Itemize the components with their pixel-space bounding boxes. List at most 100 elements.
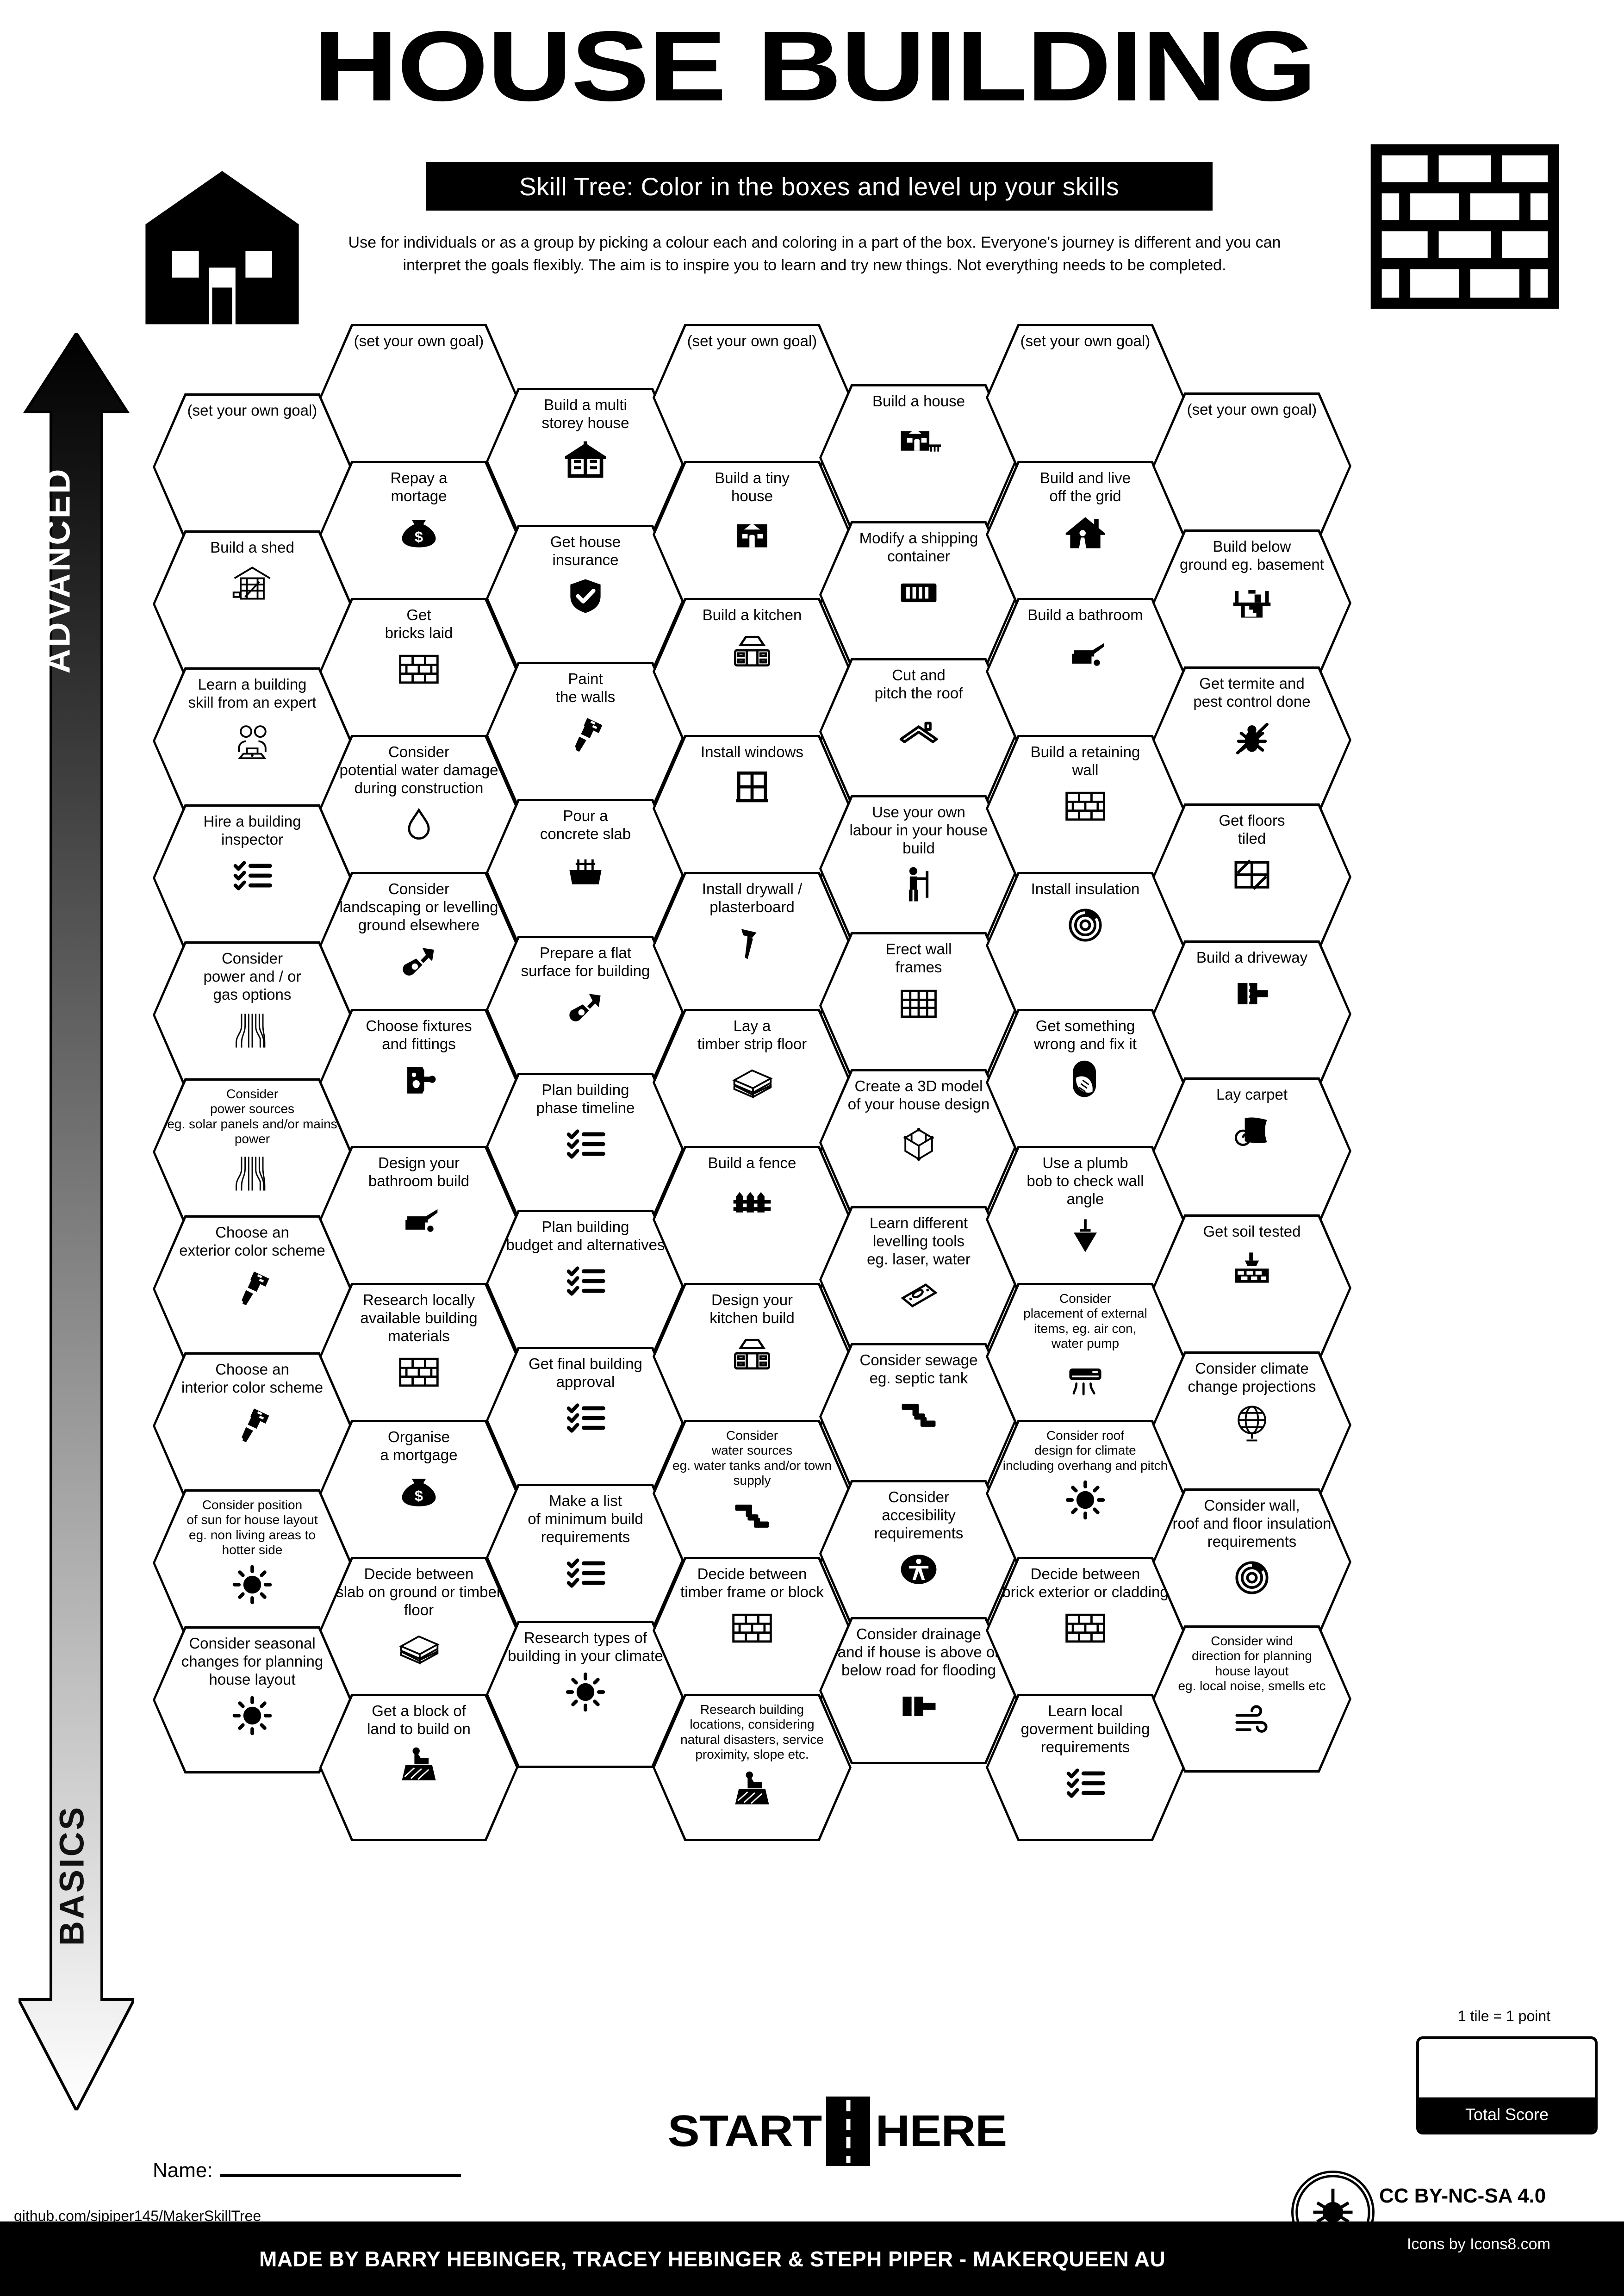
- skill-label: Learn different levelling tools eg. lase…: [867, 1214, 971, 1268]
- skill-hex-tile[interactable]: Get something wrong and fix it: [986, 1009, 1185, 1156]
- skill-hex-tile[interactable]: Build a shed: [153, 530, 352, 678]
- skill-hex-tile[interactable]: Choose an interior color scheme: [153, 1352, 352, 1500]
- skill-hex-tile[interactable]: Choose fixtures and fittings: [319, 1009, 518, 1156]
- skill-hex-tile[interactable]: Consider water sources eg. water tanks a…: [653, 1420, 852, 1567]
- skill-hex-tile[interactable]: Use your own labour in your house build: [819, 795, 1018, 942]
- skill-hex-tile[interactable]: Get floors tiled: [1152, 803, 1351, 951]
- total-score-box[interactable]: Total Score: [1416, 2036, 1598, 2134]
- skill-label: Prepare a flat surface for building: [521, 944, 650, 979]
- skill-hex-tile[interactable]: Install insulation: [986, 872, 1185, 1019]
- skill-hex-tile[interactable]: Research building locations, considering…: [653, 1694, 852, 1841]
- skill-hex-tile[interactable]: Consider landscaping or levelling ground…: [319, 872, 518, 1019]
- skill-hex-tile[interactable]: Paint the walls: [486, 662, 685, 809]
- skill-hex-tile[interactable]: Consider seasonal changes for planning h…: [153, 1626, 352, 1773]
- skill-label: Modify a shipping container: [859, 529, 978, 565]
- skill-hex-tile[interactable]: Consider accesibility requirements: [819, 1480, 1018, 1627]
- skill-hex-tile[interactable]: Choose an exterior color scheme: [153, 1215, 352, 1363]
- skill-hex-tile[interactable]: Consider sewage eg. septic tank: [819, 1343, 1018, 1490]
- skill-hex-tile[interactable]: Repay a mortage $: [319, 461, 518, 608]
- skill-hex-tile[interactable]: Install drywall / plasterboard: [653, 872, 852, 1019]
- hex-fill: [655, 600, 849, 743]
- skill-hex-tile[interactable]: (set your own goal): [653, 324, 852, 471]
- skill-hex-tile[interactable]: Consider placement of external items, eg…: [986, 1283, 1185, 1430]
- skill-hex-tile[interactable]: Modify a shipping container: [819, 521, 1018, 668]
- hex-content: Cut and pitch the roof: [819, 658, 1018, 805]
- skill-hex-tile[interactable]: Lay a timber strip floor: [653, 1009, 852, 1156]
- skill-hex-tile[interactable]: Decide between slab on ground or timber …: [319, 1557, 518, 1704]
- skill-hex-tile[interactable]: Consider potential water damage during c…: [319, 735, 518, 882]
- skill-hex-tile[interactable]: Get bricks laid: [319, 598, 518, 745]
- skill-hex-tile[interactable]: Build a driveway: [1152, 940, 1351, 1088]
- wind-icon: [1230, 1699, 1274, 1743]
- subtitle-bar: Skill Tree: Color in the boxes and level…: [426, 162, 1213, 211]
- skill-hex-tile[interactable]: Consider drainage and if house is above …: [819, 1617, 1018, 1764]
- name-field[interactable]: Name:: [153, 2159, 461, 2182]
- skill-hex-tile[interactable]: Create a 3D model of your house design: [819, 1069, 1018, 1216]
- hex-content: Install insulation: [986, 872, 1185, 1019]
- hex-content: (set your own goal): [1152, 392, 1351, 540]
- skill-hex-tile[interactable]: Get house insurance: [486, 525, 685, 672]
- skill-label: Get house insurance: [550, 533, 621, 568]
- skill-hex-tile[interactable]: Design your kitchen build: [653, 1283, 852, 1430]
- skill-hex-tile[interactable]: Research locally available building mate…: [319, 1283, 518, 1430]
- skill-hex-tile[interactable]: Cut and pitch the roof: [819, 658, 1018, 805]
- skill-hex-tile[interactable]: Get soil tested: [1152, 1214, 1351, 1362]
- shovel-icon: [563, 985, 608, 1029]
- skill-hex-tile[interactable]: Consider power sources eg. solar panels …: [153, 1078, 352, 1226]
- skill-hex-tile[interactable]: Consider climate change projections: [1152, 1351, 1351, 1499]
- skill-hex-tile[interactable]: Plan building phase timeline: [486, 1073, 685, 1220]
- hex-content: Build a tiny house: [653, 461, 852, 608]
- skill-hex-tile[interactable]: Build below ground eg. basement: [1152, 529, 1351, 677]
- skill-hex-tile[interactable]: Get termite and pest control done: [1152, 666, 1351, 814]
- skill-hex-tile[interactable]: Decide between brick exterior or claddin…: [986, 1557, 1185, 1704]
- skill-hex-tile[interactable]: Install windows: [653, 735, 852, 882]
- globe-icon: [1230, 1400, 1274, 1445]
- name-write-line[interactable]: [220, 2174, 461, 2177]
- skill-hex-tile[interactable]: Lay carpet: [1152, 1077, 1351, 1225]
- skill-hex-tile[interactable]: Organise a mortgage $: [319, 1420, 518, 1567]
- skill-label: Consider potential water damage during c…: [339, 743, 498, 796]
- skill-hex-tile[interactable]: Build a kitchen: [653, 598, 852, 745]
- skill-hex-tile[interactable]: Hire a building inspector: [153, 804, 352, 952]
- skill-hex-tile[interactable]: (set your own goal): [986, 324, 1185, 471]
- skill-hex-tile[interactable]: Consider power and / or gas options: [153, 941, 352, 1089]
- hex-content: Consider position of sun for house layou…: [153, 1489, 352, 1636]
- skill-hex-tile[interactable]: Learn different levelling tools eg. lase…: [819, 1206, 1018, 1353]
- skill-hex-tile[interactable]: Build a bathroom: [986, 598, 1185, 745]
- skill-hex-tile[interactable]: (set your own goal): [153, 393, 352, 541]
- skill-hex-tile[interactable]: Pour a concrete slab: [486, 799, 685, 946]
- skill-hex-tile[interactable]: Consider wall, roof and floor insulation…: [1152, 1488, 1351, 1636]
- skill-hex-tile[interactable]: (set your own goal): [1152, 392, 1351, 540]
- skill-hex-tile[interactable]: Build a fence: [653, 1146, 852, 1293]
- skill-hex-tile[interactable]: Get a block of land to build on: [319, 1694, 518, 1841]
- skill-label: Research locally available building mate…: [360, 1291, 478, 1344]
- skill-hex-tile[interactable]: (set your own goal): [319, 324, 518, 471]
- hex-fill: [655, 1285, 849, 1428]
- skill-hex-tile[interactable]: Consider wind direction for planning hou…: [1152, 1625, 1351, 1773]
- skill-hex-tile[interactable]: Build a tiny house: [653, 461, 852, 608]
- skill-hex-tile[interactable]: Use a plumb bob to check wall angle: [986, 1146, 1185, 1293]
- skill-hex-tile[interactable]: Build a retaining wall: [986, 735, 1185, 882]
- skill-hex-tile[interactable]: Consider position of sun for house layou…: [153, 1489, 352, 1636]
- skill-hex-tile[interactable]: Plan building budget and alternatives: [486, 1210, 685, 1357]
- skill-label: Build a shed: [210, 539, 294, 556]
- skill-hex-tile[interactable]: Learn local goverment building requireme…: [986, 1694, 1185, 1841]
- skill-hex-tile[interactable]: Build and live off the grid: [986, 461, 1185, 608]
- skill-hex-tile[interactable]: Build a multi storey house: [486, 388, 685, 535]
- hex-content: Learn local goverment building requireme…: [986, 1694, 1185, 1841]
- skill-hex-tile[interactable]: Get final building approval: [486, 1347, 685, 1494]
- hex-content: Build a multi storey house: [486, 388, 685, 535]
- skill-hex-tile[interactable]: Learn a building skill from an expert: [153, 667, 352, 815]
- skill-label: Build below ground eg. basement: [1180, 538, 1324, 573]
- skill-hex-tile[interactable]: Build a house: [819, 384, 1018, 531]
- skill-hex-tile[interactable]: Prepare a flat surface for building: [486, 936, 685, 1083]
- skill-hex-tile[interactable]: Design your bathroom build: [319, 1146, 518, 1293]
- hex-fill: [155, 1492, 349, 1634]
- kitchen-icon: [730, 629, 774, 673]
- skill-hex-tile[interactable]: Research types of building in your clima…: [486, 1621, 685, 1768]
- skill-hex-tile[interactable]: Decide between timber frame or block: [653, 1557, 852, 1704]
- house-3d-icon: [896, 1118, 941, 1163]
- skill-hex-tile[interactable]: Consider roof design for climate includi…: [986, 1420, 1185, 1567]
- skill-hex-tile[interactable]: Make a list of minimum build requirement…: [486, 1484, 685, 1631]
- skill-hex-tile[interactable]: Erect wall frames: [819, 932, 1018, 1079]
